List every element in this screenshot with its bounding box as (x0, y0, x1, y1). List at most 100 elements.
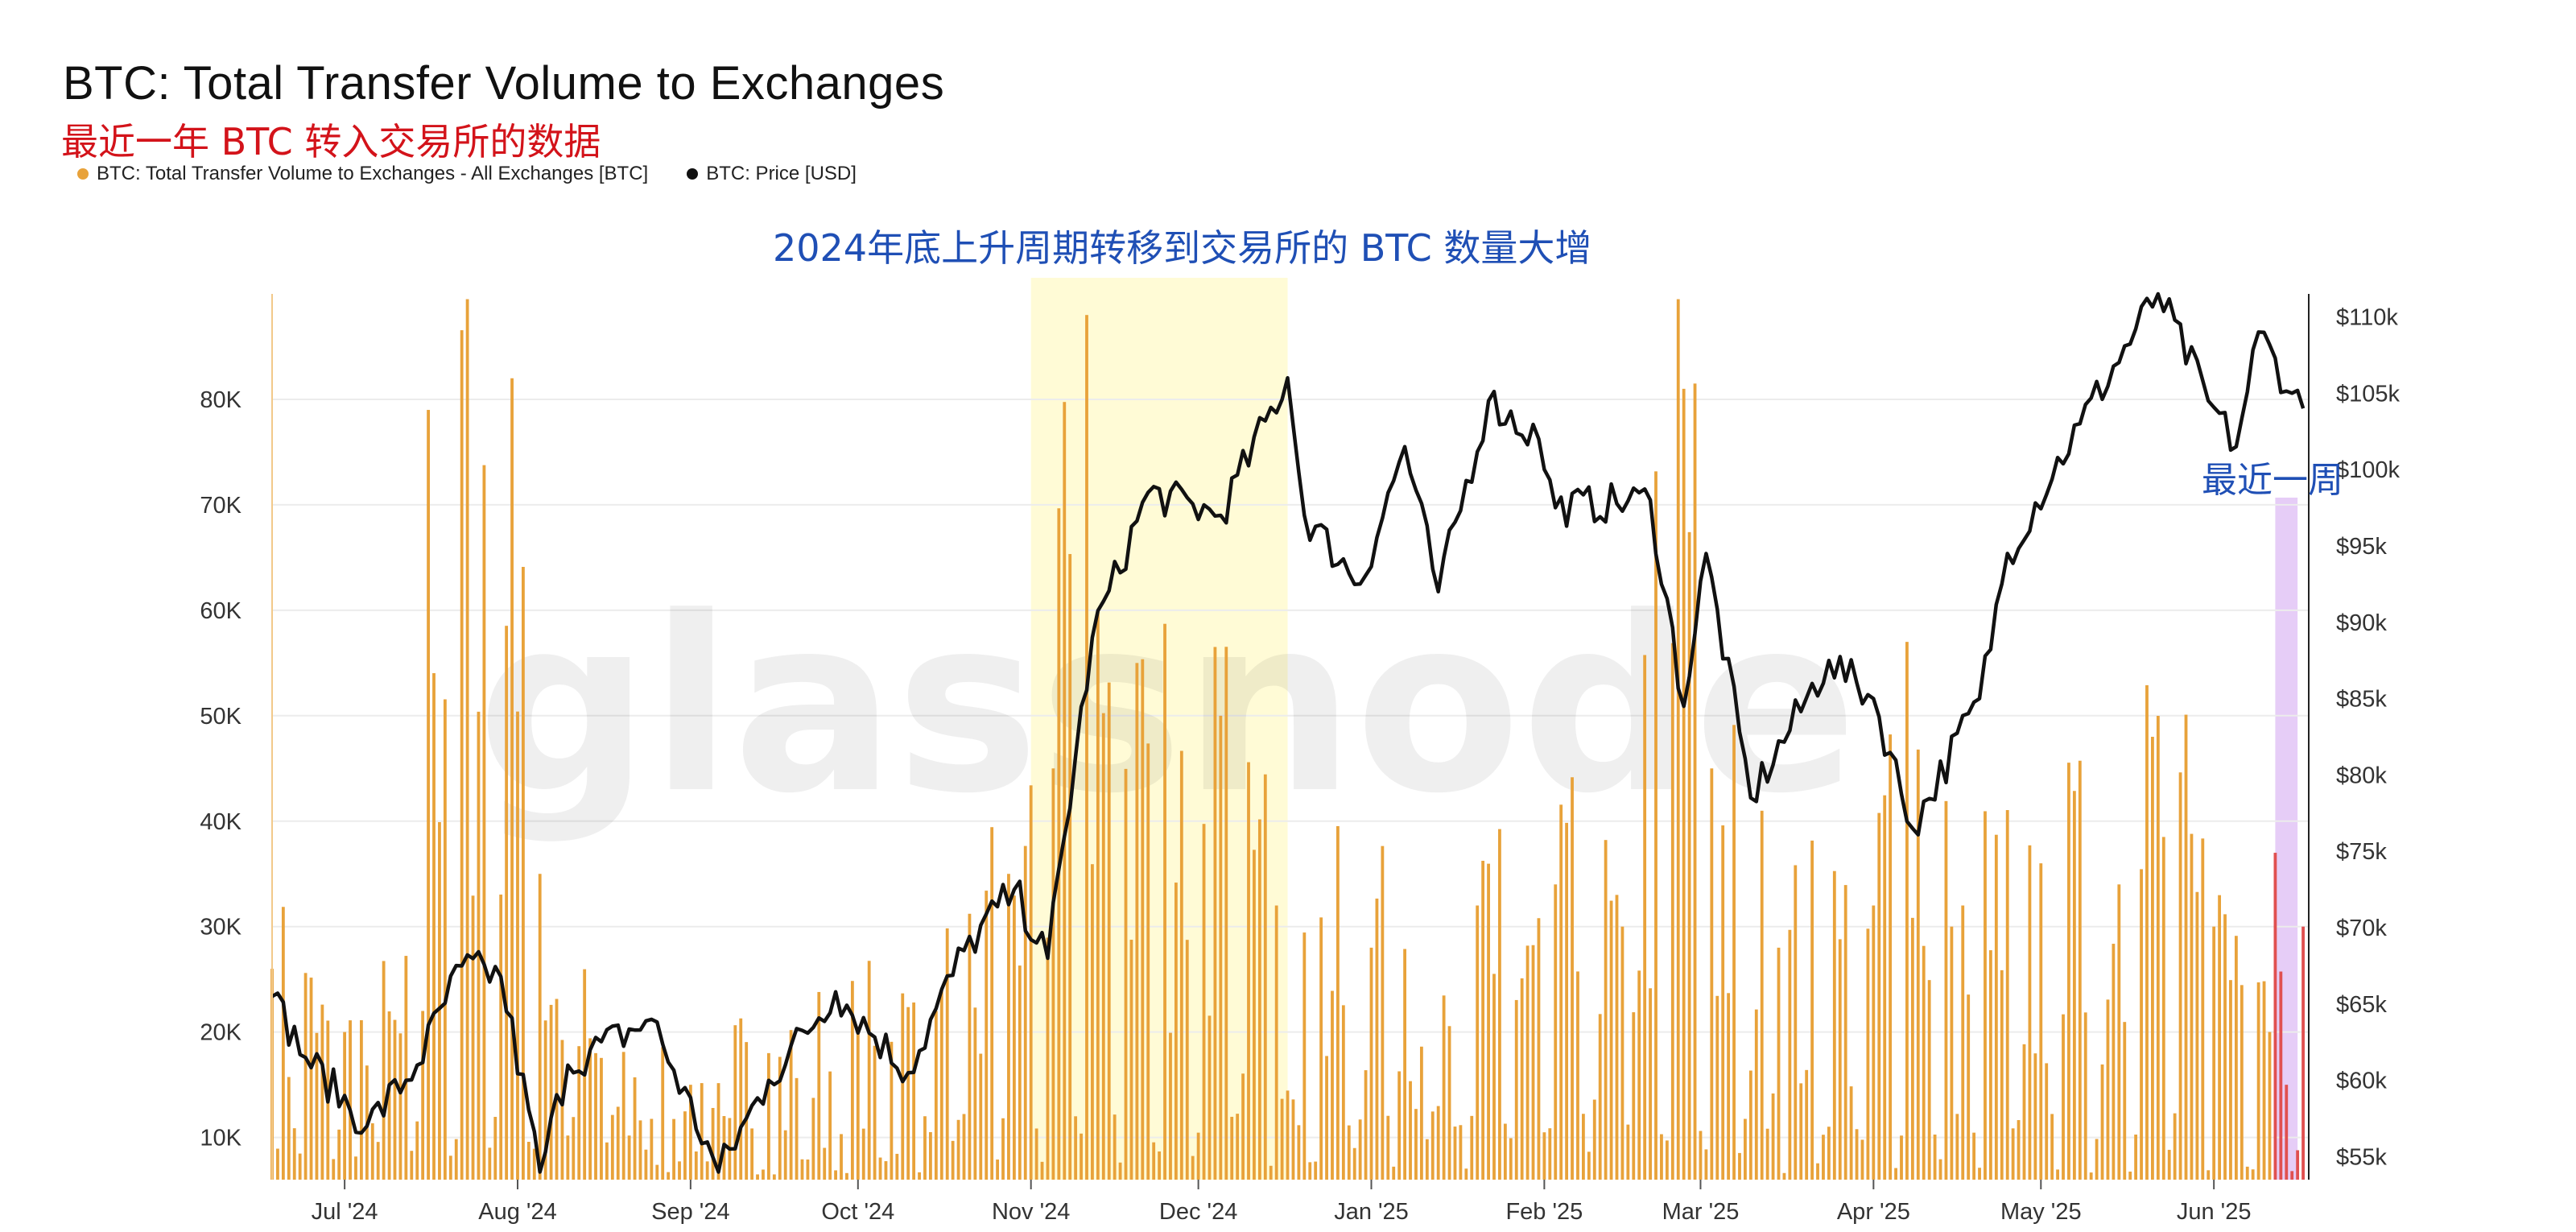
volume-bar (661, 1047, 665, 1180)
volume-bar (1007, 874, 1010, 1180)
volume-bar (1230, 1116, 1234, 1180)
volume-bar (1397, 1071, 1402, 1180)
volume-bar (549, 1004, 553, 1180)
volume-bar (1860, 1139, 1864, 1180)
volume-bar (2022, 1044, 2026, 1180)
volume-bar (923, 1116, 927, 1180)
volume-bar (1771, 1093, 1775, 1180)
volume-bar (292, 1128, 296, 1180)
volume-bar (962, 1114, 966, 1180)
legend-item-volume[interactable]: BTC: Total Transfer Volume to Exchanges … (77, 163, 648, 185)
volume-bar (1581, 1114, 1585, 1180)
volume-bar (1481, 861, 1485, 1180)
volume-bar (1765, 1128, 1769, 1180)
volume-bar (605, 1142, 609, 1180)
volume-bar (783, 1130, 787, 1180)
volume-bar (2201, 838, 2205, 1180)
volume-bar (1827, 1127, 1831, 1180)
volume-bar (349, 1020, 352, 1180)
y-right-tick-label: $110k (2336, 304, 2398, 330)
volume-bar (1386, 1115, 1390, 1180)
volume-bar (1057, 508, 1061, 1180)
volume-bar (1916, 749, 1920, 1180)
volume-bar (1236, 1114, 1240, 1180)
volume-bar (1314, 1161, 1318, 1180)
y-left-tick-label: 30K (200, 915, 242, 941)
legend-dot-volume (77, 168, 89, 180)
volume-bar (2000, 969, 2004, 1180)
volume-bar (1744, 1118, 1747, 1180)
volume-bar (1883, 795, 1887, 1180)
volume-bar (298, 1153, 302, 1180)
volume-bar (1331, 990, 1334, 1180)
volume-bar (806, 1159, 810, 1180)
volume-bar (1224, 647, 1228, 1180)
y-left-tick-label: 60K (200, 598, 242, 624)
volume-bar (2072, 791, 2076, 1180)
volume-bar (1509, 1138, 1513, 1180)
volume-bar (2262, 981, 2266, 1180)
volume-bar (985, 891, 989, 1180)
volume-bar (1559, 804, 1563, 1180)
volume-bar (1514, 999, 1518, 1180)
volume-bar (1241, 1073, 1245, 1180)
volume-bar (415, 1121, 419, 1180)
volume-bar (594, 1052, 597, 1180)
volume-bar (1609, 900, 1613, 1180)
volume-bar (343, 1031, 347, 1180)
volume-bar (878, 1157, 882, 1180)
volume-bar (610, 1114, 614, 1180)
volume-bar (1643, 655, 1647, 1180)
volume-bar (2184, 714, 2188, 1180)
volume-bar (996, 1160, 1000, 1180)
legend-item-price[interactable]: BTC: Price [USD] (687, 163, 857, 185)
volume-bar (1135, 663, 1139, 1180)
volume-bar (856, 1031, 860, 1180)
volume-bar (1748, 1070, 1752, 1180)
volume-bar (1637, 970, 1641, 1180)
volume-bar (750, 1128, 754, 1180)
volume-bar (1498, 829, 1501, 1180)
volume-bar (1632, 1012, 1636, 1180)
volume-bar (588, 1038, 592, 1180)
volume-bar (1554, 884, 1558, 1180)
volume-bar (2207, 1170, 2211, 1180)
volume-bar (1604, 840, 1608, 1180)
volume-bar (410, 1151, 414, 1180)
volume-bar (1208, 1015, 1212, 1180)
volume-bar (2083, 1012, 2087, 1180)
volume-bar (672, 1118, 675, 1180)
volume-bar (1113, 1114, 1117, 1180)
volume-bar (2039, 863, 2043, 1180)
volume-bar (2195, 891, 2199, 1180)
volume-bar (532, 1148, 536, 1180)
volume-bar (1280, 1098, 1284, 1180)
volume-bar (382, 961, 386, 1180)
volume-bar (1938, 1159, 1942, 1180)
volume-bar (890, 1041, 894, 1180)
volume-bar (1364, 1070, 1368, 1180)
volume-bar (840, 1134, 843, 1180)
volume-bar (1018, 965, 1022, 1180)
volume-bar (2212, 926, 2216, 1180)
volume-bar (2256, 982, 2260, 1180)
volume-bar (1341, 1005, 1345, 1180)
y-right-tick-label: $85k (2336, 687, 2387, 713)
volume-bar (1565, 822, 1569, 1180)
volume-bar (1520, 978, 1524, 1180)
volume-bar (1788, 929, 1792, 1180)
volume-bar (1525, 945, 1530, 1180)
y-right-tick-label: $95k (2336, 534, 2387, 560)
volume-bar (762, 1169, 765, 1180)
volume-bar (1152, 1142, 1156, 1180)
volume-bar (1598, 1014, 1602, 1180)
volume-bar (560, 1040, 564, 1180)
volume-bar (2296, 1150, 2300, 1180)
volume-bar (1721, 825, 1725, 1180)
volume-bar (1487, 863, 1490, 1180)
volume-bar (1910, 917, 1914, 1180)
volume-bar (482, 465, 486, 1180)
volume-bar (1146, 743, 1150, 1180)
volume-bar (1381, 845, 1385, 1180)
volume-bar (1163, 623, 1166, 1180)
